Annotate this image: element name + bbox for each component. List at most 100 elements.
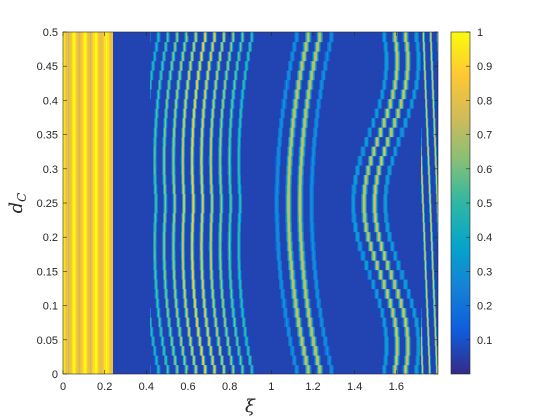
heatmap-cell [435, 174, 437, 185]
heatmap-cell [75, 364, 77, 374]
heatmap-cell [383, 269, 385, 280]
heatmap-cell [222, 146, 224, 157]
heatmap-cell [409, 108, 411, 119]
heatmap-cell [211, 136, 213, 147]
heatmap-cell [419, 355, 421, 366]
heatmap-cell [183, 212, 185, 223]
heatmap-cell [209, 269, 211, 280]
heatmap-cell [230, 345, 232, 356]
heatmap-cell [372, 117, 374, 128]
heatmap-cell [300, 127, 302, 138]
heatmap-cell [321, 70, 323, 81]
heatmap-cell [407, 108, 409, 119]
heatmap-cell [84, 250, 87, 261]
heatmap-cell [92, 174, 94, 185]
heatmap-cell [318, 127, 368, 138]
heatmap-cell [181, 165, 183, 176]
heatmap-cell [324, 79, 383, 90]
heatmap-cell [372, 203, 374, 214]
heatmap-cell [153, 326, 155, 337]
heatmap-cell [99, 155, 104, 166]
heatmap-cell [220, 288, 222, 299]
heatmap-cell [396, 345, 399, 356]
heatmap-cell [282, 298, 284, 309]
heatmap-cell [402, 89, 404, 100]
heatmap-cell [98, 269, 100, 280]
heatmap-cell [151, 336, 153, 347]
heatmap-cell [280, 269, 282, 280]
heatmap-cell [63, 279, 65, 290]
heatmap-cell [416, 317, 418, 328]
heatmap-cell [316, 98, 318, 109]
heatmap-cell [159, 355, 165, 366]
heatmap-cell [99, 136, 104, 147]
heatmap-cell [322, 70, 324, 81]
heatmap-cell [104, 317, 107, 328]
heatmap-cell [299, 79, 301, 90]
heatmap-cell [384, 355, 386, 366]
heatmap-cell [175, 250, 177, 261]
heatmap-cell [300, 336, 302, 347]
heatmap-cell [76, 146, 78, 157]
heatmap-cell [396, 260, 398, 271]
heatmap-cell [87, 193, 89, 204]
heatmap-cell [385, 108, 387, 119]
heatmap-cell [385, 117, 387, 128]
heatmap-cell [99, 260, 104, 271]
heatmap-cell [174, 241, 176, 252]
heatmap-cell [106, 89, 108, 100]
heatmap-cell [274, 212, 276, 223]
heatmap-cell [81, 155, 84, 166]
heatmap-cell [370, 241, 373, 252]
heatmap-cell [415, 355, 417, 366]
heatmap-cell [425, 288, 427, 299]
heatmap-cell [92, 136, 94, 147]
heatmap-cell [433, 222, 438, 233]
heatmap-cell [83, 317, 85, 328]
heatmap-cell [214, 298, 216, 309]
heatmap-cell [430, 184, 432, 195]
heatmap-cell [176, 174, 182, 185]
heatmap-cell [374, 260, 376, 271]
heatmap-cell [201, 355, 203, 366]
heatmap-cell [311, 174, 314, 185]
heatmap-cell [73, 60, 76, 71]
heatmap-cell [384, 269, 389, 280]
heatmap-cell [172, 203, 174, 214]
heatmap-cell [81, 298, 84, 309]
heatmap-cell [163, 155, 165, 166]
heatmap-cell [210, 70, 216, 81]
heatmap-cell [188, 307, 190, 318]
heatmap-cell [429, 345, 431, 356]
heatmap-cell [297, 288, 299, 299]
heatmap-cell [242, 317, 244, 328]
heatmap-cell [247, 70, 287, 81]
heatmap-cell [69, 79, 72, 90]
heatmap-cell [298, 364, 300, 374]
heatmap-cell [243, 98, 245, 109]
heatmap-cell [308, 70, 310, 81]
heatmap-cell [250, 345, 291, 356]
heatmap-cell [68, 70, 70, 81]
heatmap-cell [324, 336, 326, 347]
heatmap-cell [311, 326, 313, 337]
heatmap-cell [193, 193, 195, 204]
heatmap-cell [375, 184, 377, 195]
heatmap-cell [302, 127, 304, 138]
heatmap-cell [83, 146, 85, 157]
heatmap-cell [435, 184, 437, 195]
heatmap-cell [196, 288, 202, 299]
heatmap-cell [172, 165, 174, 176]
heatmap-cell [296, 108, 298, 119]
heatmap-cell [192, 184, 194, 195]
heatmap-cell [387, 345, 389, 356]
heatmap-cell [387, 288, 389, 299]
heatmap-cell [75, 269, 77, 280]
heatmap-cell [164, 355, 166, 366]
heatmap-cell [64, 193, 66, 204]
heatmap-cell [356, 193, 362, 204]
heatmap-cell [91, 89, 93, 100]
heatmap-cell [222, 117, 224, 128]
heatmap-cell [239, 279, 241, 290]
heatmap-cell [390, 155, 392, 166]
